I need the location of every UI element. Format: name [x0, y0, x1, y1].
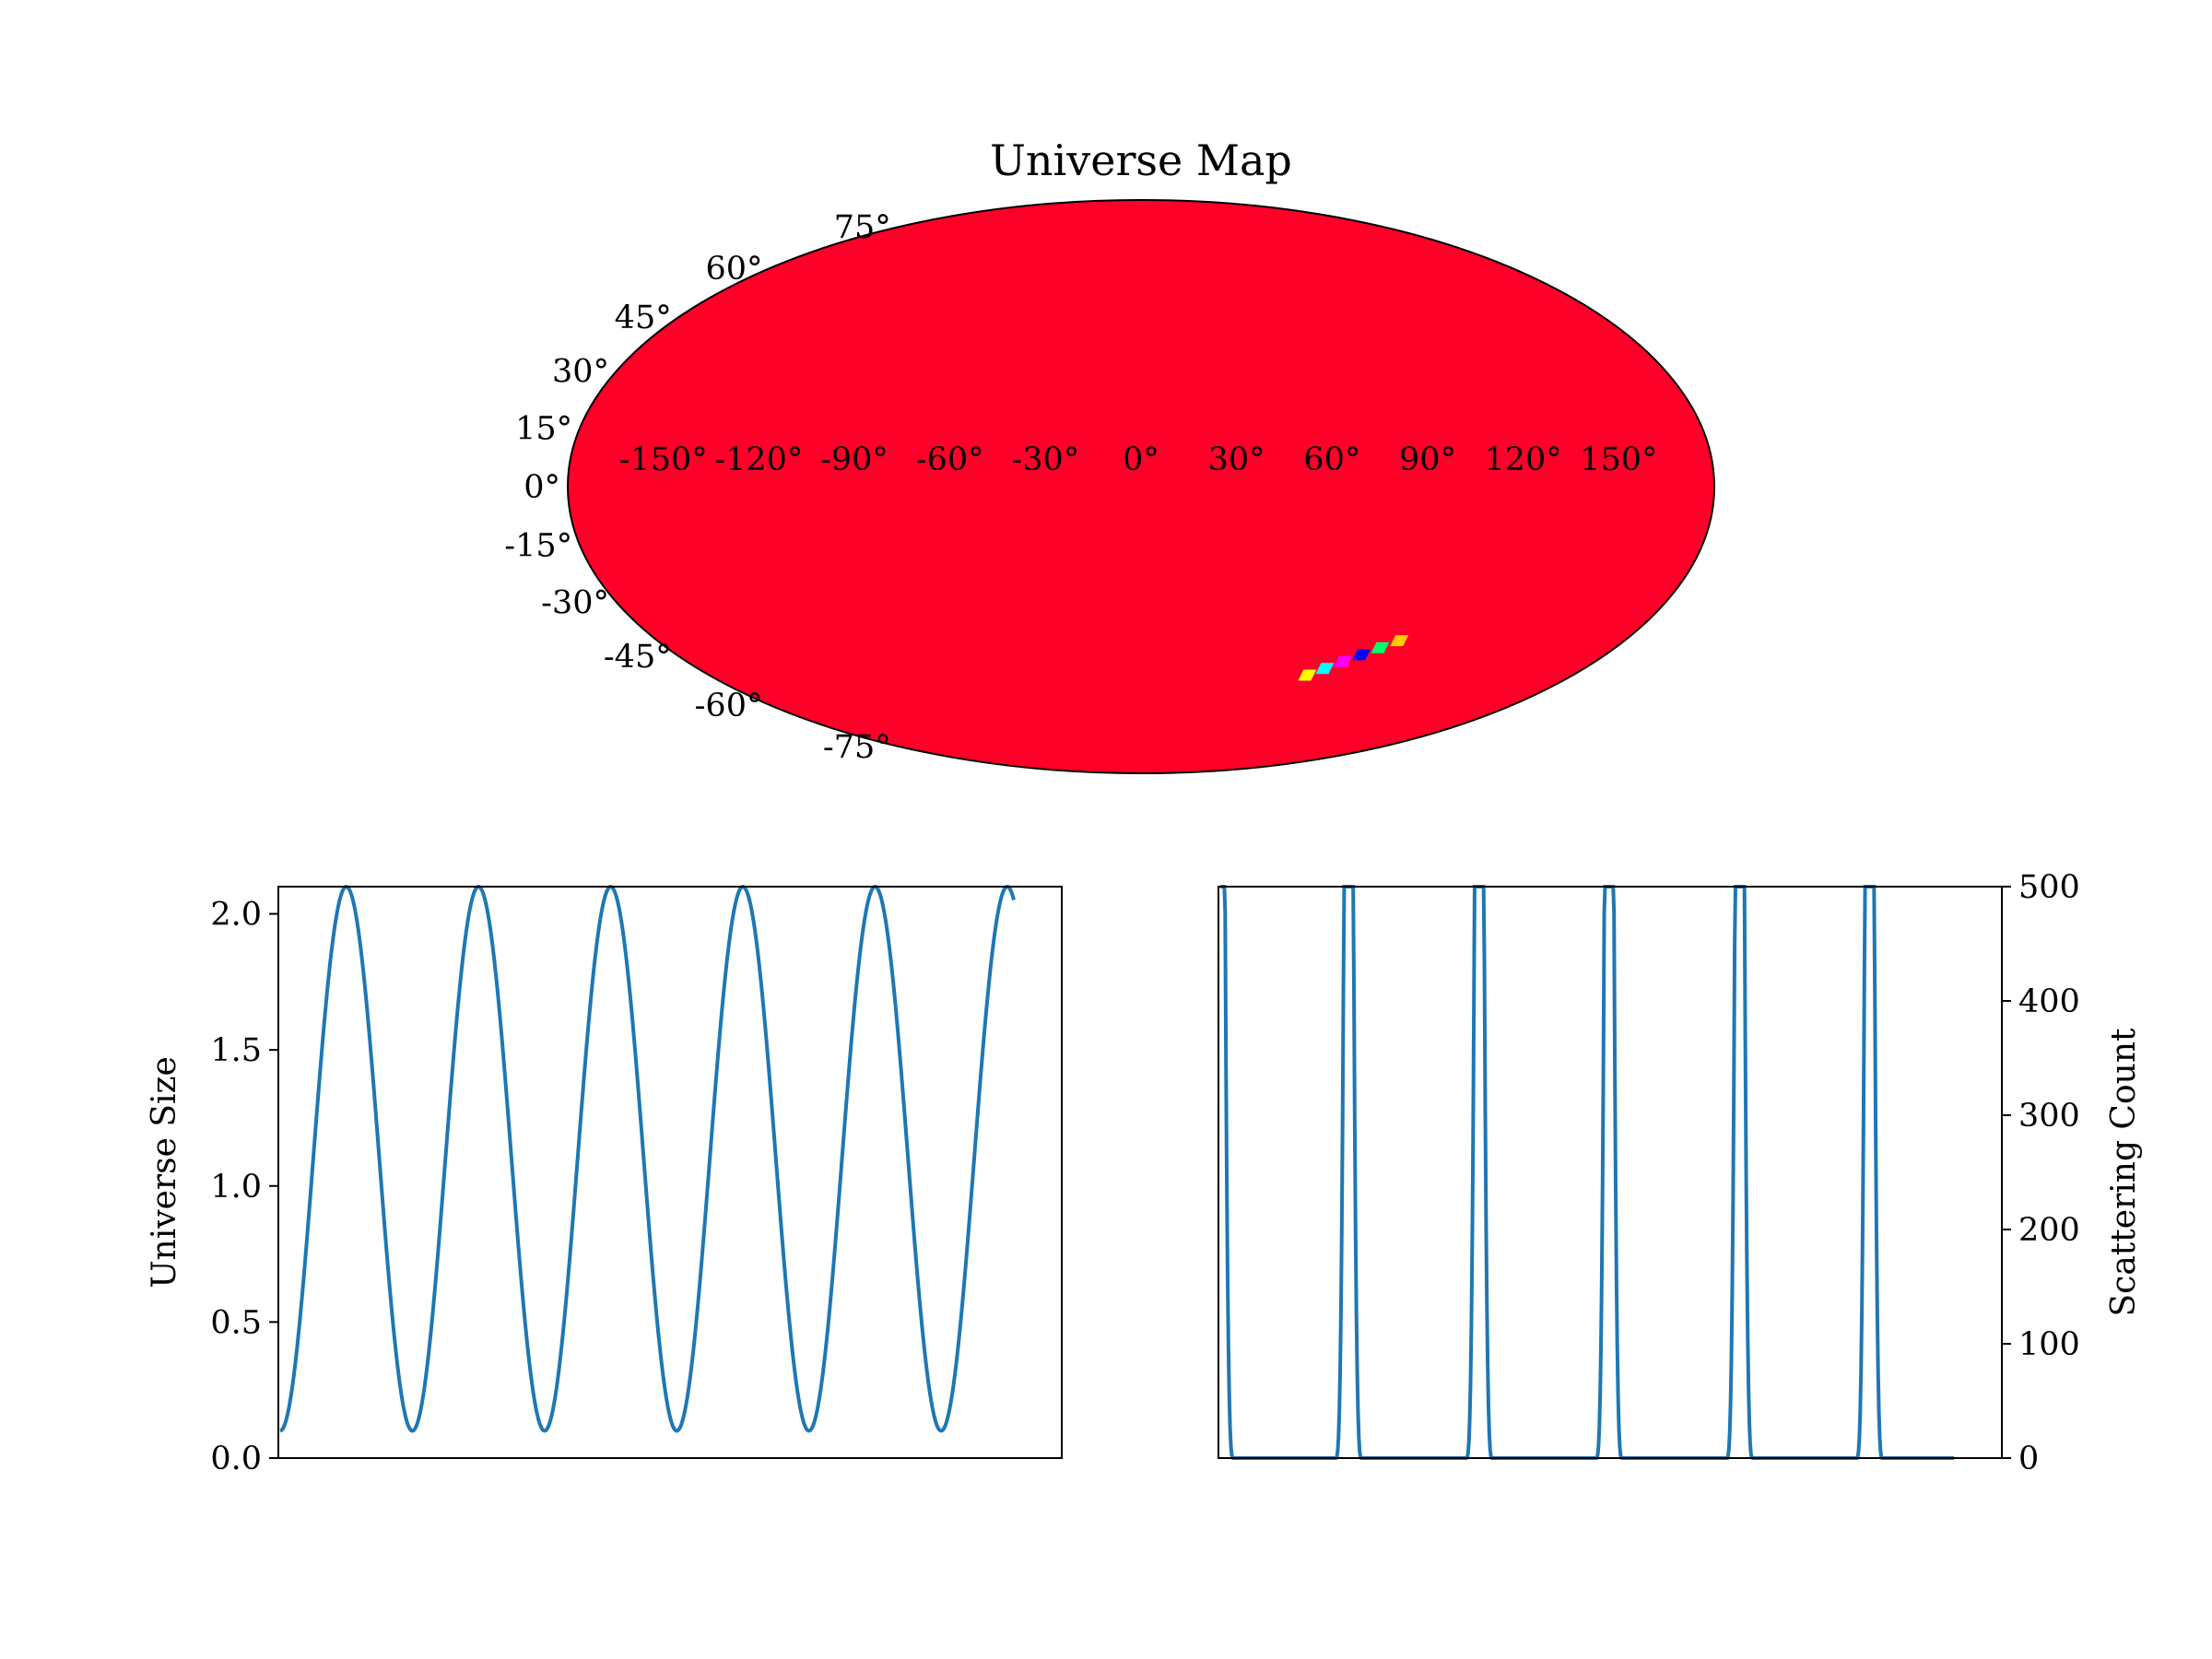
scattering-count-ylabel: Scattering Count	[2105, 1028, 2143, 1317]
y-tick-label: 200	[2018, 1212, 2080, 1249]
latitude-tick-label: -15°	[504, 528, 572, 565]
latitude-tick-label: -60°	[695, 688, 763, 724]
map-patch-cell	[1390, 635, 1409, 647]
latitude-tick-label: -75°	[823, 729, 891, 766]
longitude-tick-label: 120°	[1485, 441, 1562, 478]
latitude-tick-label: 45°	[615, 300, 672, 336]
map-patch-cell	[1352, 649, 1371, 661]
latitude-tick-label: 15°	[515, 410, 572, 447]
longitude-tick-label: -30°	[1011, 441, 1079, 478]
y-tick-label: 0	[2018, 1441, 2039, 1477]
latitude-tick-label: 75°	[834, 209, 891, 246]
latitude-labels: 75° 60° 45°30° 15° 0° -15° -30° -45° -60° -75°	[504, 209, 890, 766]
longitude-labels: -150° -120° -90° -60° -30° 0° 30° 60° 90° 120° 150…	[619, 441, 1658, 478]
universe-size-panel: 0.0 0.5 1.0 1.5 2.0 Universe Size	[146, 884, 1063, 1477]
y-tick-label: 1.5	[210, 1032, 262, 1069]
map-data-patch	[1298, 635, 1409, 681]
latitude-tick-label: 30°	[552, 353, 609, 390]
scattering-count-line	[1220, 885, 1954, 1460]
map-patch-cell	[1371, 641, 1390, 653]
y-tick-label: 500	[2018, 869, 2080, 906]
longitude-tick-label: -120°	[714, 441, 803, 478]
latitude-tick-label: -45°	[604, 639, 672, 676]
y-tick-label: 0.5	[210, 1304, 262, 1341]
longitude-tick-label: -60°	[916, 441, 984, 478]
longitude-tick-label: 150°	[1580, 441, 1657, 478]
universe-size-y-ticks: 0.0 0.5 1.0 1.5 2.0	[210, 897, 278, 1477]
map-panel: Universe Map -150° -120° -90° -60° -30° 0° 30°…	[504, 135, 1715, 774]
universe-size-ylabel: Universe Size	[146, 1056, 183, 1288]
map-ellipse	[567, 199, 1715, 774]
latitude-tick-label: 60°	[705, 251, 762, 288]
longitude-tick-label: 0°	[1123, 441, 1159, 478]
map-patch-cell	[1334, 655, 1353, 667]
scattering-count-axes-frame	[1218, 886, 2003, 1459]
longitude-tick-label: 30°	[1208, 441, 1265, 478]
y-tick-label: 100	[2018, 1326, 2080, 1363]
universe-size-axes-frame	[277, 886, 1063, 1459]
map-patch-cell	[1315, 663, 1335, 675]
y-tick-label: 400	[2018, 983, 2080, 1020]
latitude-tick-label: -30°	[541, 585, 609, 622]
latitude-tick-label: 0°	[524, 469, 560, 506]
y-tick-label: 300	[2018, 1098, 2080, 1135]
longitude-tick-label: 90°	[1399, 441, 1456, 478]
map-patch-cell	[1298, 669, 1317, 681]
y-tick-label: 0.0	[210, 1441, 262, 1477]
scattering-count-panel: 0 100 200 300 400 500 Scattering Count	[1218, 869, 2143, 1477]
y-tick-label: 1.0	[210, 1169, 262, 1206]
map-title: Universe Map	[990, 135, 1292, 185]
longitude-tick-label: -90°	[820, 441, 888, 478]
universe-size-line	[279, 884, 1016, 1433]
y-tick-label: 2.0	[210, 897, 262, 934]
longitude-tick-label: -150°	[619, 441, 708, 478]
longitude-tick-label: 60°	[1303, 441, 1360, 478]
scattering-count-y-ticks: 0 100 200 300 400 500	[2002, 869, 2080, 1477]
